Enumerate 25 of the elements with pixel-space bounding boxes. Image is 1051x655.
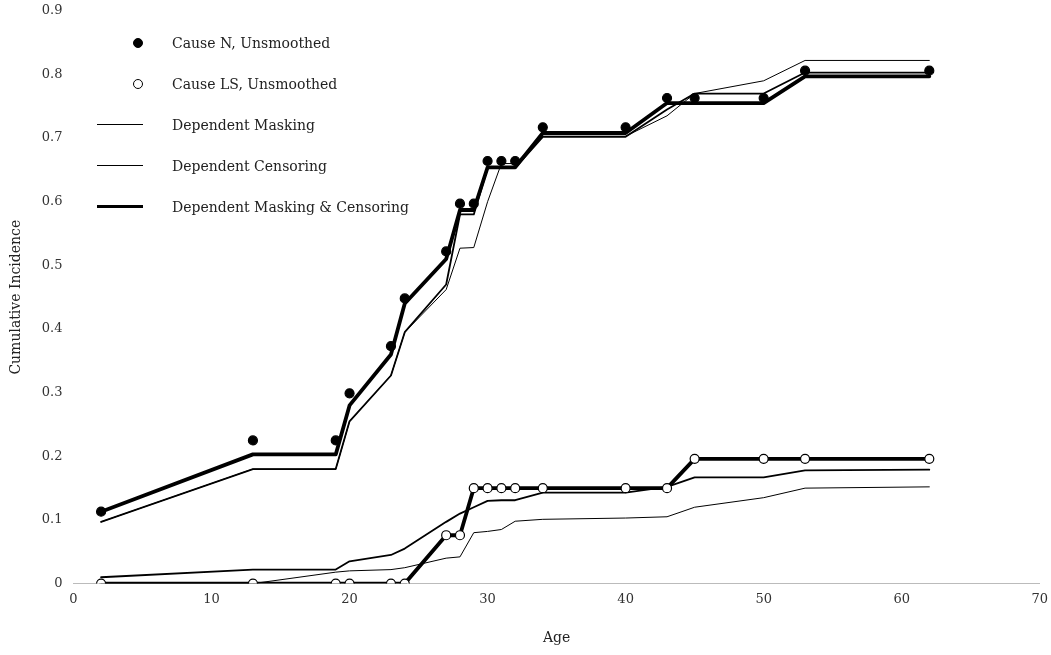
legend-label: Dependent Masking & Censoring [172, 198, 410, 215]
x-tick-label: 40 [617, 590, 634, 606]
y-tick-label: 0.4 [41, 320, 63, 336]
legend-label: Cause N, Unsmoothed [172, 34, 331, 51]
y-tick-label: 0.3 [41, 384, 63, 400]
y-tick-label: 0.2 [41, 447, 63, 463]
x-tick-label: 60 [893, 590, 910, 606]
y-tick-label: 0 [54, 574, 63, 590]
legend-label: Cause LS, Unsmoothed [172, 75, 338, 92]
x-tick-label: 50 [755, 590, 772, 606]
y-tick-label: 0.8 [41, 65, 63, 81]
x-tick-label: 70 [1031, 590, 1048, 606]
y-axis-title: Cumulative Incidence [7, 219, 24, 375]
x-axis-title: Age [541, 629, 571, 646]
y-tick-label: 0.7 [41, 129, 63, 145]
y-tick-label: 0.5 [41, 256, 63, 272]
legend-label: Dependent Censoring [172, 157, 327, 174]
legend-label: Dependent Masking [172, 116, 315, 133]
x-tick-label: 0 [69, 590, 78, 606]
y-tick-label: 0.1 [41, 511, 63, 527]
x-tick-label: 20 [341, 590, 358, 606]
x-tick-label: 30 [479, 590, 496, 606]
y-tick-label: 0.9 [41, 2, 63, 18]
x-tick-label: 10 [203, 590, 220, 606]
y-tick-label: 0.6 [41, 193, 63, 209]
